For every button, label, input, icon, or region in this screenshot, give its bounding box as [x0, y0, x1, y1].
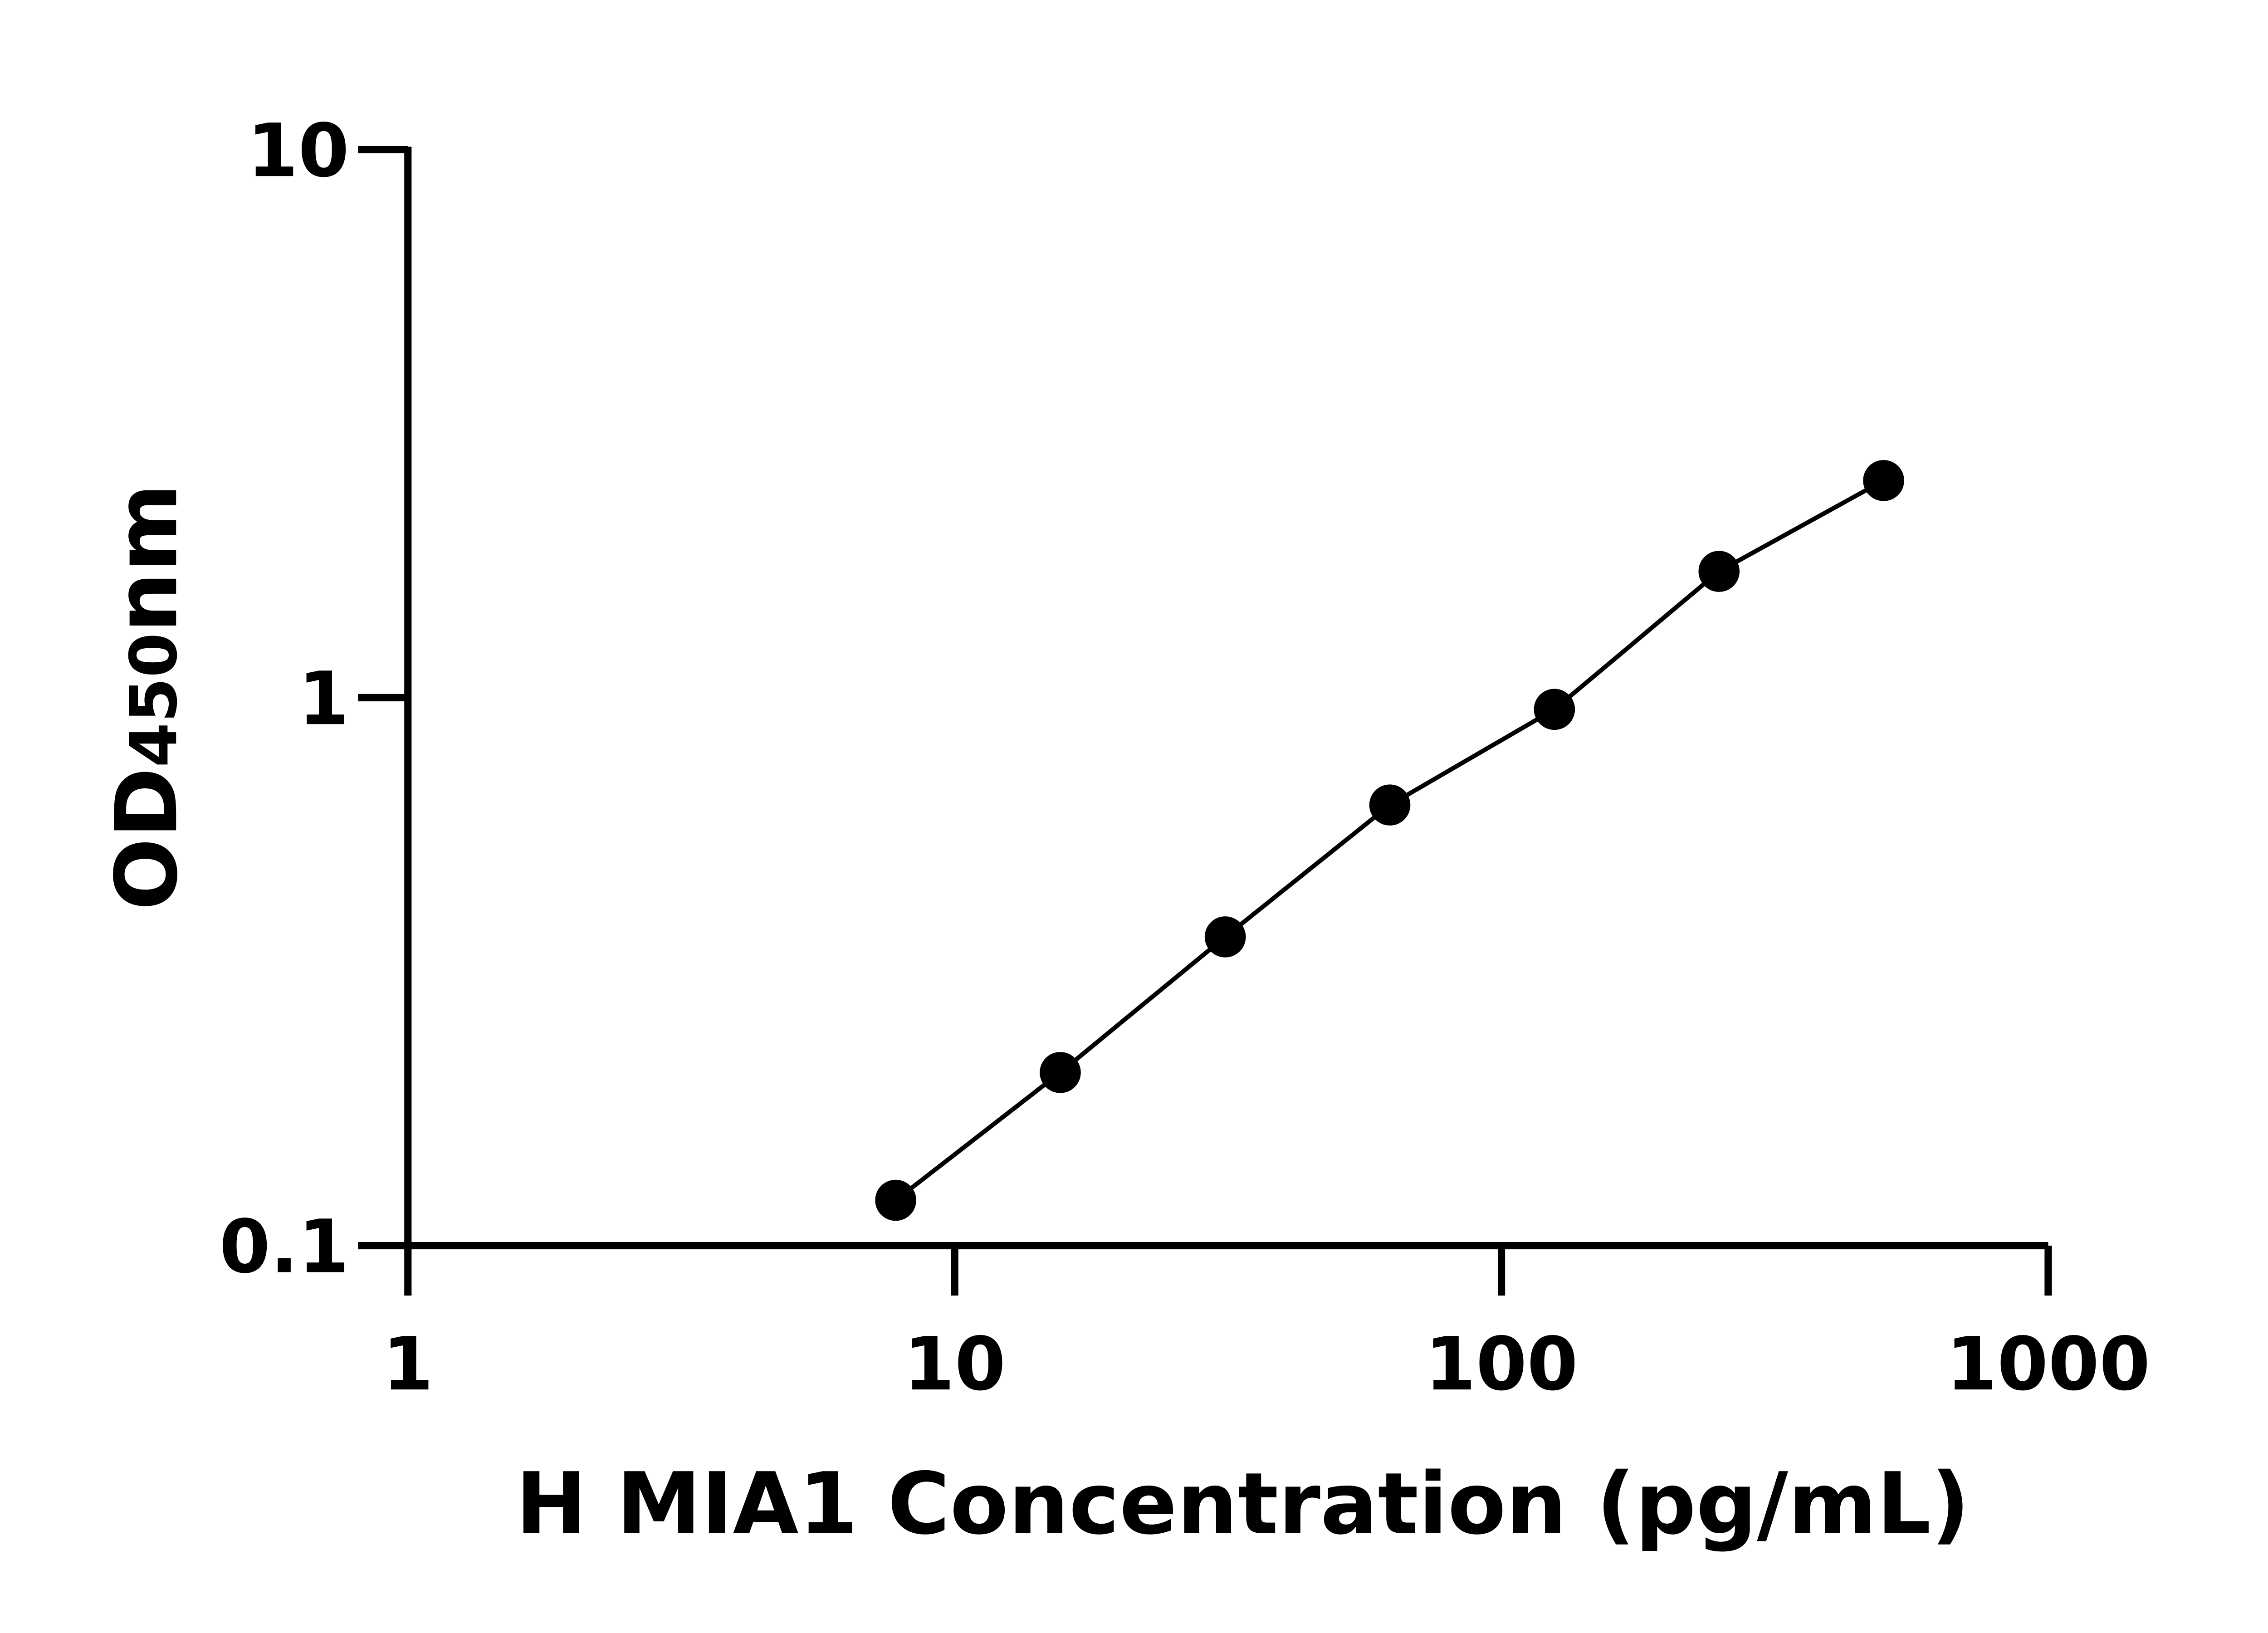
y-tick-label: 1 — [298, 656, 349, 742]
data-point — [875, 1179, 916, 1221]
x-tick-label: 100 — [1425, 1322, 1578, 1407]
data-point — [1040, 1052, 1081, 1093]
data-point — [1698, 551, 1740, 592]
y-tick-label: 0.1 — [219, 1204, 349, 1290]
y-axis-label: OD450nm — [98, 484, 196, 910]
data-point — [1534, 689, 1575, 730]
axes — [358, 146, 2052, 1296]
tick-labels: 1 10 100 1000 0.1 1 10 — [219, 108, 2150, 1407]
y-tick-label: 10 — [247, 108, 349, 194]
curve-line — [894, 479, 1885, 1202]
x-tick-label: 1 — [382, 1322, 434, 1407]
x-tick-label: 1000 — [1946, 1322, 2150, 1407]
x-tick-label: 10 — [904, 1322, 1006, 1407]
x-axis-label: H MIA1 Concentration (pg/mL) — [516, 1455, 1970, 1554]
data-point — [1369, 784, 1411, 826]
plot-area — [875, 460, 1904, 1221]
data-point — [1204, 916, 1246, 958]
data-point — [1863, 460, 1904, 501]
